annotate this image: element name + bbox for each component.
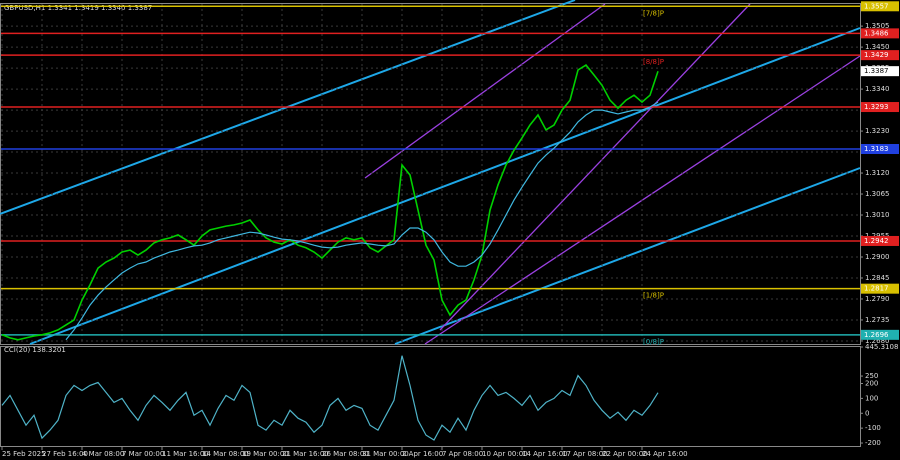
x-tick-label: 22 Apr 00:00	[602, 450, 648, 458]
x-tick-label: 7 Apr 08:00	[442, 450, 483, 458]
level-tag: [8/8]P	[643, 58, 664, 66]
y-tick-label: 1.3450	[865, 43, 890, 51]
level-label-box	[861, 329, 899, 340]
level-label-box	[861, 50, 899, 61]
x-tick-label: 31 Mar 00:00	[362, 450, 409, 458]
main-panel-frame	[0, 3, 861, 345]
level-label: 1.3429	[864, 51, 889, 59]
x-tick-label: 14 Apr 16:00	[522, 450, 568, 458]
series-line	[1, 355, 659, 441]
x-tick-label: 25 Feb 2025	[2, 450, 46, 458]
level-tag: [1/8]P	[643, 292, 664, 300]
y-tick-label: 200	[865, 380, 878, 388]
last-price-box	[861, 66, 899, 77]
y-tick-label: 1.2735	[865, 316, 890, 324]
trend-line	[394, 167, 861, 345]
x-tick-label: 7 Mar 00:00	[122, 450, 164, 458]
x-tick-label: 17 Apr 08:00	[562, 450, 608, 458]
level-label: 1.3486	[864, 29, 889, 37]
level-label: 1.3183	[864, 145, 889, 153]
y-tick-label: -200	[865, 439, 881, 447]
y-tick-label: -100	[865, 424, 881, 432]
y-tick-label: 1.3065	[865, 190, 890, 198]
series-line	[1, 64, 659, 341]
last-price-label: 1.3387	[864, 67, 889, 75]
y-tick-label: 1.3340	[865, 85, 890, 93]
x-tick-label: 2 Apr 16:00	[402, 450, 443, 458]
y-tick-label: 1.2845	[865, 274, 890, 282]
x-tick-label: 21 Mar 16:00	[282, 450, 329, 458]
y-tick-label: 250	[865, 372, 878, 380]
x-tick-label: 27 Feb 16:00	[42, 450, 88, 458]
level-label: 1.2817	[864, 285, 889, 293]
y-tick-label: 100	[865, 394, 878, 402]
y-tick-label: 1.2900	[865, 253, 890, 261]
level-label: 1.2942	[864, 237, 889, 245]
level-label: 1.3557	[864, 2, 889, 10]
level-label-box	[861, 1, 899, 12]
level-label-box	[861, 235, 899, 246]
level-label-box	[861, 144, 899, 155]
x-tick-label: 24 Apr 16:00	[642, 450, 688, 458]
level-tag: [0/8]P	[643, 338, 664, 346]
x-tick-label: 10 Apr 00:00	[482, 450, 528, 458]
y-tick-label: 0	[865, 409, 869, 417]
y-tick-label: 1.2790	[865, 295, 890, 303]
level-label-box	[861, 283, 899, 294]
cci-panel-frame	[0, 346, 861, 447]
y-tick-label: 1.3230	[865, 127, 890, 135]
x-tick-label: 14 Mar 08:00	[202, 450, 249, 458]
level-label: 1.2696	[864, 331, 889, 339]
trend-line	[29, 27, 861, 345]
x-tick-label: 11 Mar 16:00	[162, 450, 209, 458]
y-tick-label: 1.3505	[865, 22, 890, 30]
x-tick-label: 26 Mar 08:00	[322, 450, 369, 458]
level-label-box	[861, 102, 899, 113]
series-line	[65, 101, 659, 341]
y-tick-label: 1.3120	[865, 169, 890, 177]
y-tick-label: 1.3010	[865, 211, 890, 219]
x-tick-label: 19 Mar 00:00	[242, 450, 289, 458]
y-tick-label: 1.2680	[865, 337, 890, 345]
y-tick-label: 445.3108	[865, 343, 898, 351]
level-label: 1.3293	[864, 103, 889, 111]
x-tick-label: 4 Mar 08:00	[82, 450, 124, 458]
channel-line	[439, 3, 751, 331]
level-tag: [7/8]P	[643, 9, 664, 17]
level-label-box	[861, 28, 899, 39]
chart-title: GBPUSD,H1 1.3341 1.3419 1.3340 1.3387	[4, 4, 152, 12]
cci-title: CCI(20) 138.3201	[4, 346, 66, 354]
